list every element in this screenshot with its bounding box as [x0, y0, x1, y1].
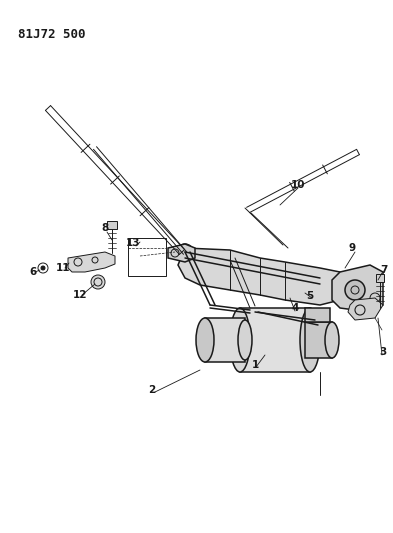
Ellipse shape [300, 308, 320, 372]
Text: 12: 12 [73, 290, 87, 300]
Ellipse shape [230, 308, 250, 372]
Text: 10: 10 [291, 180, 305, 190]
Circle shape [91, 275, 105, 289]
Text: 5: 5 [307, 291, 314, 301]
Text: 11: 11 [56, 263, 70, 273]
Text: 8: 8 [101, 223, 108, 233]
Text: 81J72 500: 81J72 500 [18, 28, 86, 41]
Polygon shape [305, 322, 332, 358]
Text: 3: 3 [379, 347, 387, 357]
Circle shape [181, 248, 189, 256]
Polygon shape [332, 265, 383, 312]
Text: 13: 13 [126, 238, 140, 248]
Text: 7: 7 [380, 265, 387, 275]
Polygon shape [348, 298, 383, 320]
Text: 9: 9 [349, 243, 356, 253]
Ellipse shape [325, 322, 339, 358]
Polygon shape [376, 274, 384, 282]
Ellipse shape [238, 320, 252, 360]
Polygon shape [178, 248, 355, 305]
Polygon shape [305, 308, 330, 322]
Ellipse shape [196, 318, 214, 362]
Circle shape [312, 270, 328, 286]
Circle shape [345, 280, 365, 300]
Polygon shape [205, 318, 245, 362]
Polygon shape [107, 221, 117, 229]
Polygon shape [240, 308, 310, 372]
Text: 6: 6 [29, 267, 37, 277]
Circle shape [41, 266, 45, 270]
Circle shape [177, 244, 193, 260]
Polygon shape [168, 244, 195, 262]
Circle shape [316, 274, 324, 282]
Polygon shape [68, 252, 115, 272]
Text: 1: 1 [252, 360, 259, 370]
Text: 4: 4 [291, 303, 299, 313]
Text: 2: 2 [149, 385, 156, 395]
Bar [128, 238, 166, 276]
